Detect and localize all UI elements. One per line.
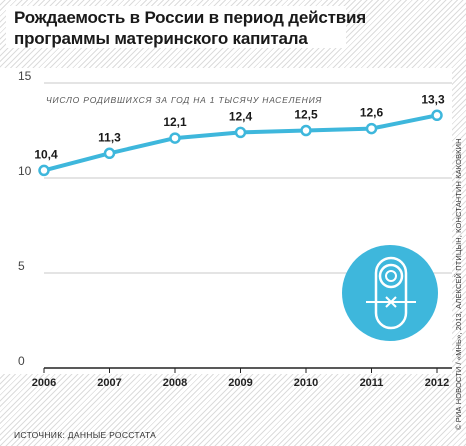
data-label: 12,1 <box>163 115 187 129</box>
x-tick-label: 2011 <box>360 377 384 389</box>
data-label: 11,3 <box>98 130 121 144</box>
data-point <box>300 124 312 137</box>
baby-icon-body <box>374 256 408 330</box>
x-tick-label: 2007 <box>97 377 121 389</box>
baby-icon-head <box>378 263 404 289</box>
x-tick-label: 2009 <box>228 377 252 389</box>
baby-icon <box>342 245 438 341</box>
data-point <box>169 132 181 144</box>
chart-title: Рождаемость в России в период действия п… <box>14 7 366 49</box>
data-label: 12,4 <box>229 109 253 123</box>
x-tick-label: 2006 <box>32 377 56 389</box>
data-label: 12,5 <box>294 108 318 122</box>
x-tick-label: 2010 <box>294 377 318 389</box>
source-note: ИСТОЧНИК: ДАННЫЕ РОССТАТА <box>14 430 157 440</box>
baby-icon-cross-b <box>385 296 397 308</box>
data-label: 12,6 <box>360 106 384 120</box>
title-box <box>6 6 346 48</box>
data-point <box>38 164 50 177</box>
chart-subtitle: ЧИСЛО РОДИВШИХСЯ ЗА ГОД НА 1 ТЫСЯЧУ НАСЕ… <box>46 95 322 105</box>
data-point <box>431 109 443 122</box>
y-tick-label: 5 <box>18 259 25 273</box>
x-tick-label: 2008 <box>163 377 187 389</box>
y-tick-label: 15 <box>18 69 32 83</box>
chart-title-line-2: программы материнского капитала <box>14 29 308 48</box>
data-point <box>234 126 247 139</box>
y-tick-label: 0 <box>18 354 25 368</box>
baby-icon-face <box>385 270 397 282</box>
data-label: 13,3 <box>421 92 445 106</box>
baby-icon-circle <box>342 245 438 341</box>
credit-text: © РИА НОВОСТИ / «МНЬ», 2013, АЛЕКСЕЙ ПТИ… <box>454 138 463 430</box>
chart-title-line-1: Рождаемость в России в период действия <box>14 8 366 27</box>
data-point <box>103 147 116 160</box>
x-tick-label: 2012 <box>425 377 449 389</box>
y-tick-label: 10 <box>18 164 32 178</box>
data-label: 10,4 <box>34 147 58 161</box>
data-point <box>365 122 378 135</box>
